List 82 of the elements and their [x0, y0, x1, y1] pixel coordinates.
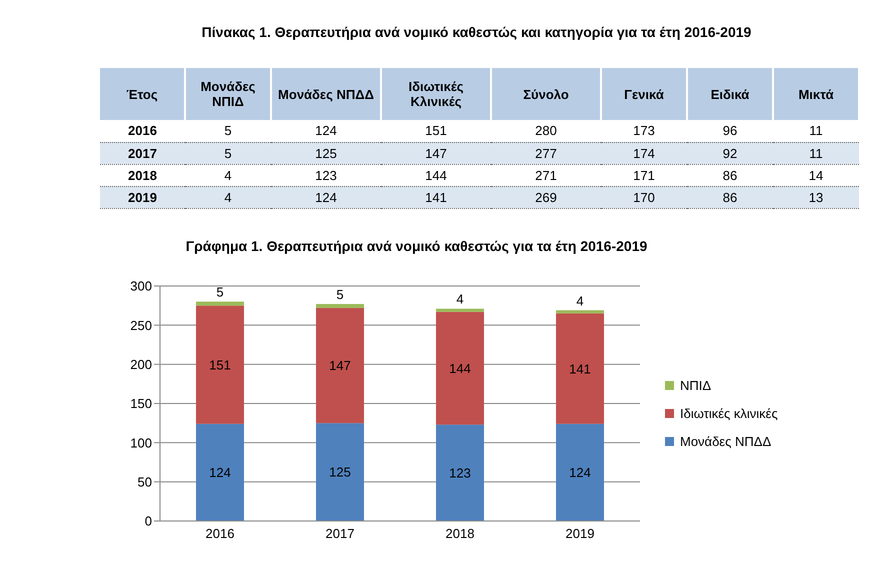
y-tick-label: 0 [144, 514, 152, 529]
data-label: 86 [722, 166, 738, 184]
y-tick-label: 300 [130, 278, 152, 294]
data-label: 92 [722, 144, 738, 162]
x-tick-label: 2018 [446, 526, 474, 542]
data-label: 174 [632, 144, 656, 162]
data-label: 151 [209, 357, 231, 372]
bar [436, 312, 484, 425]
chart-title: Πίνακας 1. Θεραπευτήρια ανά νομικό καθεστώς και κατηγορία για τα έτη 2016-2019 [200, 24, 752, 40]
bar [316, 304, 364, 308]
data-label: 144 [449, 360, 471, 376]
data-label: 269 [534, 188, 558, 206]
y-tick-label: 200 [130, 356, 152, 372]
data-label: 277 [534, 144, 558, 162]
data-label: 4 [456, 292, 464, 307]
data-label: 144 [424, 166, 448, 184]
y-tick-label: 150 [130, 396, 152, 412]
bar [316, 423, 364, 521]
data-label: 123 [314, 166, 338, 184]
data-label: 124 [314, 122, 338, 140]
bar [556, 424, 604, 521]
y-tick-label: 250 [130, 318, 152, 333]
data-label: 123 [449, 465, 471, 480]
x-tick-label: Ιδιωτικές Κλινικές [381, 68, 491, 120]
x-tick-label: Μονάδες ΝΠΙΔ [185, 68, 271, 120]
data-label: 124 [314, 188, 338, 206]
bar [196, 424, 244, 521]
legend-label: ΝΠΙΔ [680, 378, 712, 393]
legend-label: Μονάδες ΝΠΔΔ [680, 434, 772, 449]
data-label: 170 [632, 188, 656, 206]
data-label: 147 [329, 358, 351, 374]
bar [556, 310, 604, 314]
data-label: 147 [424, 144, 448, 162]
x-tick-label: 2017 [326, 526, 354, 542]
table-row: 2018 4 123 144 271 171 86 14 [100, 164, 859, 186]
data-label: 141 [424, 188, 448, 206]
data-label: 173 [632, 122, 656, 140]
data-label: 141 [569, 361, 591, 376]
data-label: 14 [808, 166, 824, 184]
y-tick-label: 2018 [127, 166, 158, 184]
y-axis-title: Έτος [100, 68, 185, 120]
x-tick-label: Μικτά [773, 68, 859, 120]
bar [436, 308, 484, 312]
bar [196, 306, 244, 424]
x-tick-label: Ειδικά [687, 68, 773, 120]
data-label: 124 [569, 465, 591, 480]
x-tick-label: Σύνολο [491, 68, 601, 120]
bar [556, 313, 604, 424]
bar [436, 424, 484, 521]
legend-label: Ιδιωτικές κλινικές [680, 406, 778, 421]
data-label: 151 [424, 122, 448, 140]
y-tick-label: 2017 [127, 144, 158, 162]
data-label: 125 [329, 464, 351, 480]
bar [316, 308, 364, 424]
table-row: 2016 5 124 151 280 173 96 11 [100, 120, 859, 142]
data-label: 271 [534, 166, 558, 184]
data-label: 5 [336, 287, 344, 302]
y-tick-label: 2016 [127, 122, 158, 140]
y-tick-label: 100 [130, 435, 152, 450]
data-label: 5 [223, 144, 233, 162]
data-label: 11 [808, 144, 824, 162]
data-label: 11 [808, 122, 824, 140]
data-label: 13 [808, 188, 824, 206]
data-label: 5 [223, 122, 233, 140]
data-label: 280 [534, 122, 558, 140]
bar [196, 302, 244, 306]
data-label: 125 [314, 144, 338, 162]
chart-title: Γράφημα 1. Θεραπευτήρια ανά νομικό καθεστώς για τα έτη 2016-2019 [184, 238, 648, 254]
data-label: 96 [722, 122, 738, 140]
data-label: 86 [722, 188, 738, 206]
data-label: 4 [223, 188, 233, 206]
x-tick-label: 2019 [566, 526, 594, 542]
data-label: 5 [216, 284, 224, 300]
y-tick-label: 50 [138, 474, 152, 490]
data-label: 124 [209, 465, 231, 480]
data-label: 4 [576, 293, 584, 308]
x-tick-label: Μονάδες ΝΠΔΔ [271, 68, 381, 120]
data-label: 4 [223, 166, 233, 184]
x-tick-label: Γενικά [601, 68, 687, 120]
data-label: 171 [632, 166, 656, 184]
y-tick-label: 2019 [127, 188, 158, 206]
x-tick-label: 2016 [206, 526, 234, 542]
